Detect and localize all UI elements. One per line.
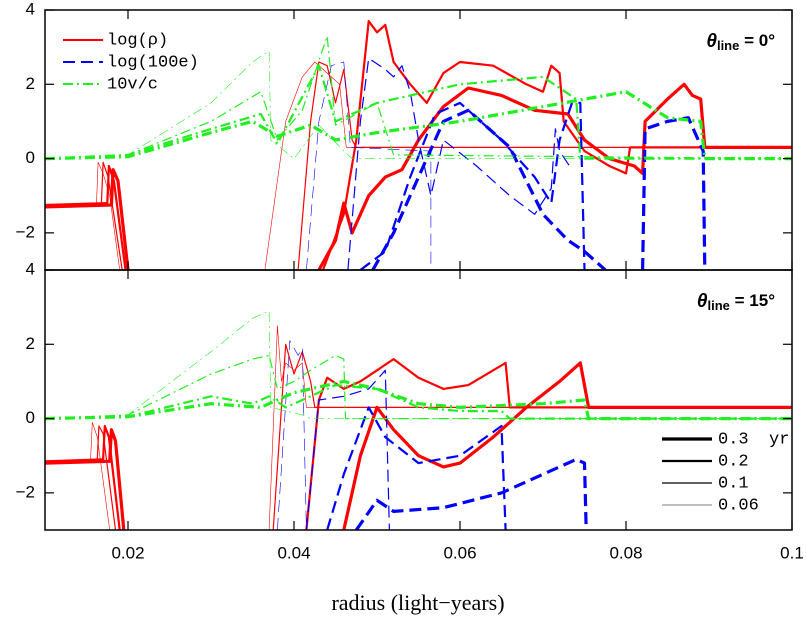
annotation-symbol: θ [706,31,717,52]
data-line [326,406,507,530]
data-line [277,340,307,530]
data-line [45,90,792,161]
y-tick-label: 2 [26,74,35,93]
data-line [45,50,792,159]
data-line [45,343,792,530]
data-line [359,101,586,270]
data-line [45,361,792,530]
annotation-subscript: line [708,298,730,313]
data-line [45,354,792,420]
panel-annotation: θline = 15° [697,291,775,313]
annotation-text: = 15° [730,291,775,310]
plot-frame [44,269,793,531]
data-line [347,57,573,270]
y-tick-label: −2 [16,482,35,501]
legend-label: log(100e) [107,53,199,72]
y-tick-label: 0 [26,408,35,427]
y-tick-label: 0 [26,148,35,167]
y-tick-label: 4 [26,0,35,18]
legend-label: log(ρ) [107,31,168,50]
annotation-symbol: θ [697,291,708,312]
time-legend-label: 0.3 yr [718,430,789,449]
annotation-subscript: line [717,38,739,53]
data-line [305,369,390,530]
x-tick-label: 0.06 [443,543,476,562]
data-line [45,325,792,530]
y-tick-label: 2 [26,334,35,353]
y-tick-label: 4 [26,259,35,278]
data-line [45,379,792,421]
data-line [354,457,588,530]
time-legend-label: 0.06 [718,496,759,515]
x-tick-label: 0.02 [111,543,144,562]
y-tick-label: −2 [16,222,35,241]
x-axis-label: radius (light−years) [331,590,504,615]
x-tick-label: 0.08 [609,543,642,562]
data-line [45,384,792,420]
data-line [45,82,792,270]
panel-annotation: θline = 0° [706,31,775,53]
annotation-text: = 0° [739,31,775,50]
data-line [45,64,792,160]
x-tick-label: 0.1 [780,543,804,562]
data-line [45,20,792,270]
x-tick-label: 0.04 [277,543,310,562]
legend-label: 10v/c [107,75,158,94]
data-line [371,108,707,270]
data-line [45,35,792,160]
time-legend-label: 0.1 [718,474,749,493]
time-legend-label: 0.2 [718,452,749,471]
data-line [306,61,432,270]
data-line [45,358,792,530]
